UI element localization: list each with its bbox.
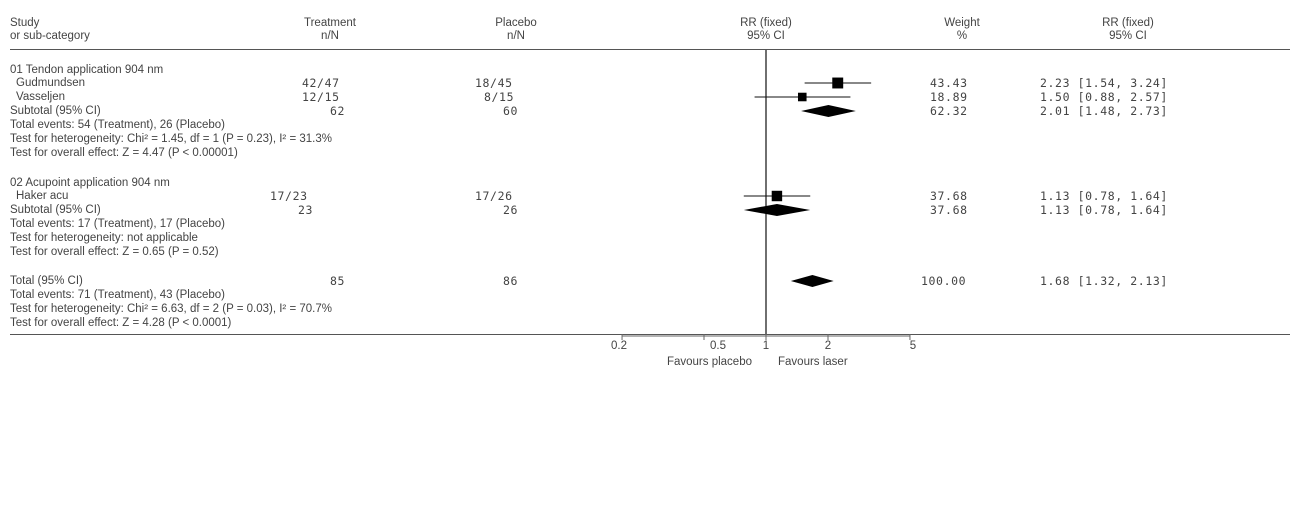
study-rr-ci: 1.13 [0.78, 1.64]: [1040, 189, 1168, 203]
study-label: Gudmundsen: [16, 77, 86, 89]
subtotal-rr-ci: 2.01 [1.48, 2.73]: [1040, 104, 1168, 118]
header-rule: [10, 49, 1290, 50]
note-total-events: Total events: 54 (Treatment), 26 (Placeb…: [10, 119, 225, 131]
note-heterogeneity: Test for heterogeneity: Chi² = 1.45, df …: [10, 133, 332, 145]
axis-tick-label: 5: [909, 340, 917, 352]
subtotal-treatment: 23: [298, 203, 314, 217]
group-title: 02 Acupoint application 904 nm: [10, 177, 170, 189]
header-weight: Weight: [944, 17, 980, 29]
note-overall-effect: Test for overall effect: Z = 0.65 (P = 0…: [10, 246, 219, 258]
study-marker: [771, 190, 783, 202]
study-weight: 37.68: [930, 189, 968, 203]
header-placebo: Placebo: [495, 17, 537, 29]
study-marker: [832, 77, 844, 89]
pooled-diamond: [790, 275, 834, 287]
subtotal-treatment: 62: [330, 104, 346, 118]
header-treatment: Treatment: [304, 17, 356, 29]
study-placebo: 17/26: [475, 189, 513, 203]
subtotal-placebo: 60: [503, 104, 519, 118]
subtotal-label: Subtotal (95% CI): [10, 204, 101, 216]
header-rr2: RR (fixed): [1102, 17, 1154, 29]
note-total-events: Total events: 17 (Treatment), 17 (Placeb…: [10, 218, 225, 230]
study-weight: 43.43: [930, 76, 968, 90]
study-rr-ci: 2.23 [1.54, 3.24]: [1040, 76, 1168, 90]
total-placebo: 86: [503, 274, 519, 288]
header-placebo-nn: n/N: [507, 30, 525, 42]
total-rr-ci: 1.68 [1.32, 2.13]: [1040, 274, 1168, 288]
subtotal-weight: 62.32: [930, 104, 968, 118]
header-weight-pct: %: [956, 30, 968, 42]
axis-tick-label: 2: [824, 340, 832, 352]
axis-tick-label: 1: [762, 340, 770, 352]
study-label: Vasseljen: [16, 91, 66, 103]
header-treatment-nn: n/N: [321, 30, 339, 42]
note-total-events: Total events: 71 (Treatment), 43 (Placeb…: [10, 289, 225, 301]
note-overall-effect: Test for overall effect: Z = 4.47 (P < 0…: [10, 147, 238, 159]
favours-left-label: Favours placebo: [666, 356, 752, 368]
pooled-diamond: [801, 105, 856, 117]
note-heterogeneity: Test for heterogeneity: Chi² = 6.63, df …: [10, 303, 332, 315]
total-label: Total (95% CI): [10, 275, 83, 287]
header-study-sub: or sub-category: [10, 30, 90, 42]
note-overall-effect: Test for overall effect: Z = 4.28 (P < 0…: [10, 317, 232, 329]
study-placebo: 8/15: [484, 90, 515, 104]
total-weight: 100.00: [921, 274, 967, 288]
study-placebo: 18/45: [475, 76, 513, 90]
header-study: Study: [10, 17, 40, 29]
axis-tick-label: 0.5: [710, 340, 726, 352]
pooled-diamond: [743, 204, 811, 216]
study-rr-ci: 1.50 [0.88, 2.57]: [1040, 90, 1168, 104]
study-treatment: 17/23: [270, 189, 308, 203]
group-title: 01 Tendon application 904 nm: [10, 64, 164, 76]
study-treatment: 42/47: [302, 76, 340, 90]
subtotal-label: Subtotal (95% CI): [10, 105, 101, 117]
study-label: Haker acu: [16, 190, 69, 202]
note-heterogeneity: Test for heterogeneity: not applicable: [10, 232, 198, 244]
footer-rule: [10, 334, 1290, 335]
header-rr: RR (fixed): [740, 17, 792, 29]
subtotal-placebo: 26: [503, 203, 519, 217]
header-rr2-ci: 95% CI: [1109, 30, 1147, 42]
study-weight: 18.89: [930, 90, 968, 104]
study-marker: [797, 92, 807, 102]
favours-right-label: Favours laser: [778, 356, 848, 368]
axis-tick-label: 0.2: [611, 340, 627, 352]
header-rr-ci: 95% CI: [747, 30, 785, 42]
subtotal-rr-ci: 1.13 [0.78, 1.64]: [1040, 203, 1168, 217]
subtotal-weight: 37.68: [930, 203, 968, 217]
study-treatment: 12/15: [302, 90, 340, 104]
total-treatment: 85: [330, 274, 346, 288]
